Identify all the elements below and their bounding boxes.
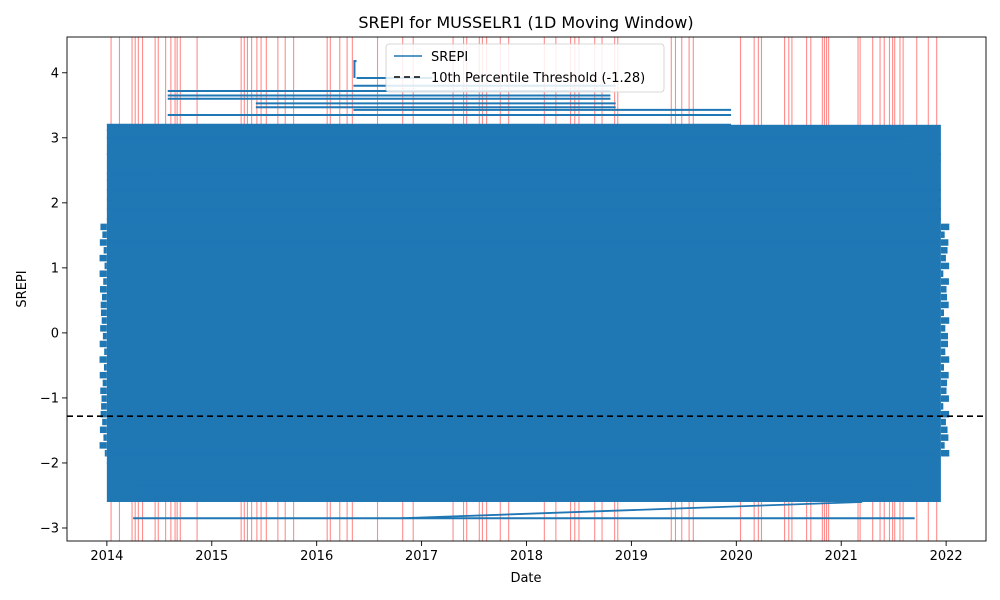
srepi-edge-right <box>940 418 946 426</box>
srepi-edge-right <box>940 426 948 434</box>
srepi-edge-left <box>100 410 107 418</box>
srepi-edge-right <box>940 403 944 410</box>
srepi-edge-left <box>99 356 107 363</box>
y-tick-label: 4 <box>51 66 59 81</box>
srepi-edge-left <box>102 379 107 387</box>
srepi-edge-right <box>940 231 945 238</box>
srepi-edge-left <box>101 395 107 402</box>
srepi-edge-right <box>940 395 949 402</box>
x-tick-label: 2019 <box>615 549 648 564</box>
srepi-edge-right <box>940 223 950 231</box>
srepi-edge-left <box>99 371 107 379</box>
srepi-edge-right <box>940 247 948 254</box>
srepi-edge-left <box>101 293 107 301</box>
srepi-edge-left <box>102 418 107 426</box>
srepi-edge-left <box>100 309 107 316</box>
srepi-edge-right <box>940 410 950 418</box>
srepi-edge-left <box>101 317 107 324</box>
srepi-dense-band <box>106 124 941 502</box>
x-axis: 2014 2015 2016 2017 2018 2019 2020 2021 2022 <box>90 541 963 564</box>
srepi-edge-left <box>99 442 107 449</box>
srepi-edge-left <box>99 340 107 348</box>
srepi-edge-left <box>103 434 107 441</box>
srepi-edge-left <box>100 301 107 309</box>
srepi-edge-right <box>940 442 945 449</box>
srepi-edge-left <box>99 254 107 262</box>
chart-title: SREPI for MUSSELR1 (1D Moving Window) <box>358 13 693 32</box>
srepi-edge-right <box>940 434 949 441</box>
legend-label-srepi: SREPI <box>431 50 468 65</box>
srepi-edge-left <box>100 223 107 231</box>
srepi-edge-right <box>940 278 949 285</box>
y-tick-label: −3 <box>40 521 59 536</box>
srepi-edge-left <box>102 332 107 340</box>
x-axis-title: Date <box>510 571 541 586</box>
legend: SREPI 10th Percentile Threshold (-1.28) <box>385 43 665 93</box>
srepi-edge-right <box>940 293 948 301</box>
x-tick-label: 2021 <box>825 549 858 564</box>
y-tick-label: 0 <box>51 326 59 341</box>
srepi-edge-right <box>940 332 948 340</box>
srepi-edge-right <box>940 309 945 316</box>
srepi-edge-right <box>940 239 949 246</box>
x-tick-label: 2020 <box>720 549 753 564</box>
srepi-edge-right <box>940 379 948 387</box>
y-tick-label: −2 <box>40 456 59 471</box>
srepi-segment <box>400 501 863 520</box>
srepi-edge-right <box>940 286 947 293</box>
x-tick-label: 2018 <box>510 549 543 564</box>
srepi-edge-right <box>940 364 945 371</box>
srepi-edge-left <box>103 278 107 285</box>
srepi-edge-left <box>103 364 107 371</box>
srepi-edge-left <box>100 387 107 395</box>
srepi-edge-right <box>940 387 947 395</box>
srepi-edge-right <box>940 301 949 309</box>
srepi-edge-right <box>940 356 950 363</box>
srepi-edge-right <box>940 371 949 379</box>
srepi-edge-right <box>940 317 950 324</box>
srepi-edge-right <box>940 325 946 332</box>
srepi-edge-left <box>99 286 107 293</box>
legend-label-threshold: 10th Percentile Threshold (-1.28) <box>431 71 645 86</box>
srepi-edge-left <box>99 239 107 246</box>
x-tick-label: 2016 <box>300 549 333 564</box>
y-axis-title: SREPI <box>15 270 30 307</box>
legend-box <box>385 43 665 93</box>
srepi-edge-left <box>99 426 107 434</box>
srepi-series <box>99 124 950 502</box>
y-tick-label: 3 <box>51 131 59 146</box>
x-tick-label: 2015 <box>195 549 228 564</box>
srepi-edge-right <box>940 254 946 262</box>
y-tick-label: 2 <box>51 196 59 211</box>
x-tick-label: 2017 <box>405 549 438 564</box>
srepi-edge-left <box>104 348 107 356</box>
srepi-edge-left <box>101 403 107 410</box>
srepi-edge-right <box>940 348 946 356</box>
y-axis: −3 −2 −1 0 1 2 3 4 <box>40 66 67 536</box>
srepi-edge-right <box>940 270 944 277</box>
x-tick-label: 2014 <box>90 549 123 564</box>
x-tick-label: 2022 <box>930 549 963 564</box>
y-tick-label: −1 <box>40 391 59 406</box>
y-tick-label: 1 <box>51 261 59 276</box>
srepi-edge-right <box>940 340 949 348</box>
srepi-edge-left <box>103 247 107 254</box>
srepi-edge-left <box>102 231 107 238</box>
srepi-edge-left <box>100 325 107 332</box>
srepi-edge-right <box>940 449 950 457</box>
srepi-edge-left <box>104 262 107 270</box>
srepi-edge-right <box>940 262 950 270</box>
srepi-edge-left <box>104 449 107 457</box>
srepi-edge-left <box>99 270 107 277</box>
